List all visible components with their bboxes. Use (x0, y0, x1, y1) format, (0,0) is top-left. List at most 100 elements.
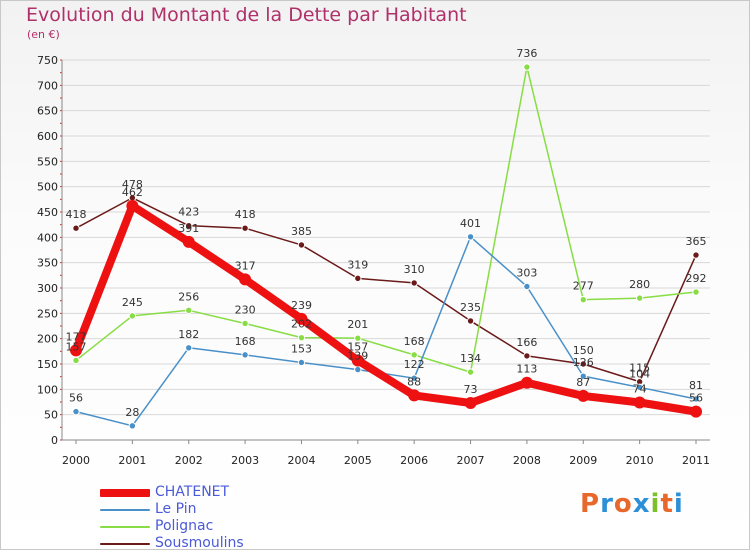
data-point (185, 344, 193, 352)
data-point (185, 306, 193, 314)
data-label: 157 (347, 340, 368, 353)
data-label: 153 (291, 342, 312, 355)
data-point (126, 199, 139, 212)
x-tick-label: 2011 (682, 454, 710, 467)
data-point (692, 288, 700, 296)
x-tick-label: 2004 (287, 454, 315, 467)
x-tick-label: 2006 (400, 454, 428, 467)
data-label: 418 (235, 208, 256, 221)
data-point (410, 374, 418, 382)
data-label: 391 (178, 222, 199, 235)
legend-swatch-polignac (100, 526, 150, 528)
x-tick-label: 2007 (457, 454, 485, 467)
data-label: 317 (235, 259, 256, 272)
y-tick-label: 550 (37, 155, 58, 168)
x-tick-label: 2010 (626, 454, 654, 467)
data-label: 56 (689, 392, 703, 405)
chart-subtitle: (en €) (27, 28, 60, 41)
legend-swatch-le-pin (100, 509, 150, 511)
data-point (635, 294, 644, 302)
data-point (72, 224, 80, 232)
legend-item-chatenet: CHATENET (100, 484, 300, 501)
y-tick-label: 350 (37, 257, 58, 270)
data-point (295, 312, 308, 325)
legend-label-sousmoulins: Sousmoulins (155, 535, 244, 551)
data-label: 401 (460, 217, 481, 230)
x-tick-label: 2005 (344, 454, 372, 467)
series-line-sousmoulins (75, 197, 697, 383)
data-label: 292 (686, 272, 707, 285)
data-point (72, 407, 80, 416)
data-label: 81 (689, 379, 703, 392)
y-tick-label: 600 (37, 130, 58, 143)
data-point (297, 358, 306, 367)
data-point (354, 274, 362, 283)
proxiti-logo: Proxiti (580, 489, 684, 519)
data-point (410, 351, 418, 359)
data-label: 202 (291, 318, 312, 331)
y-tick-label: 250 (37, 307, 58, 320)
data-point (635, 383, 644, 392)
data-point (692, 251, 700, 259)
data-point (185, 221, 193, 230)
data-point (410, 279, 418, 287)
y-tick-label: 0 (51, 434, 58, 447)
data-label: 280 (629, 278, 650, 291)
data-point (523, 282, 531, 291)
data-point (241, 224, 249, 232)
data-point (523, 352, 531, 360)
data-label: 126 (573, 356, 594, 369)
data-label: 122 (404, 358, 425, 371)
x-tick-label: 2003 (231, 454, 259, 467)
y-tick-label: 450 (37, 206, 58, 219)
data-point (520, 376, 533, 389)
x-tick-label: 2009 (569, 454, 597, 467)
data-label: 157 (66, 340, 87, 353)
data-label: 166 (516, 336, 537, 349)
y-tick-label: 700 (37, 79, 58, 92)
data-label: 182 (178, 328, 199, 341)
y-tick-label: 500 (37, 181, 58, 194)
data-label: 277 (573, 280, 594, 293)
data-point (464, 397, 477, 410)
data-point (70, 344, 82, 357)
data-label: 113 (516, 363, 537, 376)
data-point (579, 360, 587, 368)
data-point (523, 63, 531, 71)
data-label: 736 (516, 47, 537, 60)
data-point (579, 295, 587, 304)
data-point (579, 372, 587, 380)
data-label: 230 (235, 303, 256, 316)
y-tick-label: 200 (37, 333, 58, 346)
legend: CHATENET Le Pin Polignac Sousmoulins (100, 484, 300, 552)
data-point (351, 354, 364, 367)
data-label: 150 (573, 344, 594, 357)
legend-swatch-chatenet (100, 489, 150, 497)
series-line-chatenet (72, 201, 700, 416)
data-label: 201 (347, 318, 368, 331)
legend-item-polignac: Polignac (100, 518, 300, 535)
data-label: 88 (407, 375, 421, 388)
x-tick-label: 2001 (118, 454, 146, 467)
y-tick-label: 400 (37, 231, 58, 244)
data-label: 87 (576, 376, 590, 389)
data-point (354, 365, 362, 374)
data-point (466, 368, 475, 376)
x-tick-label: 2002 (175, 454, 203, 467)
data-label: 365 (686, 235, 707, 248)
data-label: 73 (464, 383, 478, 396)
data-label: 310 (404, 263, 425, 276)
data-point (466, 317, 475, 325)
data-label: 104 (629, 367, 650, 380)
data-point (577, 389, 590, 402)
legend-label-le-pin: Le Pin (155, 501, 197, 517)
data-label: 168 (235, 335, 256, 348)
data-label: 239 (291, 299, 312, 312)
legend-item-sousmoulins: Sousmoulins (100, 535, 300, 552)
x-tick-label: 2000 (62, 454, 90, 467)
y-tick-label: 750 (37, 54, 58, 67)
data-label: 423 (178, 206, 199, 219)
data-point (354, 334, 362, 342)
data-label: 28 (125, 406, 139, 419)
